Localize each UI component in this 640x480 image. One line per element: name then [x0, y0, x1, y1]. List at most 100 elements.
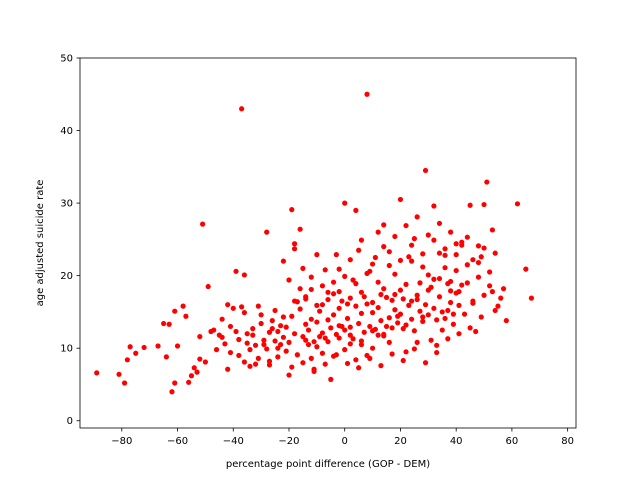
data-point — [300, 265, 306, 271]
data-point — [308, 355, 314, 361]
data-point — [375, 332, 381, 338]
data-point — [325, 289, 331, 295]
data-point — [272, 307, 278, 314]
data-point — [133, 350, 139, 356]
data-point — [420, 318, 426, 324]
data-point — [163, 354, 169, 360]
data-point — [450, 321, 456, 327]
data-point — [275, 328, 281, 335]
data-point — [453, 290, 459, 296]
data-point — [403, 281, 409, 287]
data-point — [314, 344, 320, 350]
data-point — [225, 302, 231, 308]
data-point — [428, 337, 434, 343]
data-point — [409, 298, 415, 304]
data-point — [411, 236, 417, 242]
data-point — [342, 347, 348, 353]
data-point — [397, 257, 404, 264]
data-point — [347, 332, 353, 338]
data-point — [464, 262, 470, 268]
data-point — [381, 286, 387, 292]
data-point — [481, 292, 487, 298]
data-point — [467, 325, 473, 331]
y-axis-label: age adjusted suicide rate — [35, 180, 46, 307]
data-point — [395, 320, 401, 326]
data-point — [414, 292, 420, 298]
data-point — [244, 331, 250, 337]
data-point — [503, 318, 509, 324]
data-point — [191, 365, 197, 371]
data-point — [523, 266, 529, 272]
data-point — [166, 321, 172, 327]
data-point — [322, 361, 328, 367]
data-point — [124, 357, 130, 363]
data-point — [258, 320, 264, 327]
data-point — [353, 303, 359, 309]
data-point — [330, 291, 337, 297]
data-point — [250, 326, 256, 332]
data-point — [514, 201, 521, 207]
data-point — [333, 252, 339, 258]
data-point — [300, 360, 306, 366]
data-point — [289, 207, 295, 213]
data-point — [336, 323, 342, 329]
data-point — [342, 327, 348, 333]
data-point — [489, 227, 495, 233]
data-point — [450, 311, 456, 317]
data-point — [358, 341, 365, 348]
data-point — [350, 336, 356, 342]
data-point — [275, 354, 281, 360]
data-point — [358, 338, 365, 344]
data-point — [481, 245, 487, 251]
data-point — [236, 336, 242, 343]
data-point — [241, 359, 247, 365]
data-point — [255, 355, 261, 361]
data-point — [291, 298, 298, 304]
data-point — [356, 320, 362, 327]
data-point — [230, 305, 236, 311]
data-point — [325, 296, 331, 303]
data-point — [161, 320, 167, 327]
data-point — [414, 214, 420, 220]
data-point — [367, 355, 373, 361]
data-point — [200, 221, 206, 227]
data-point — [453, 252, 459, 258]
data-point — [286, 277, 292, 283]
data-point — [261, 337, 267, 343]
data-point — [264, 229, 270, 235]
data-point — [247, 347, 253, 353]
data-point — [434, 317, 440, 323]
data-point — [389, 325, 395, 331]
data-point — [211, 327, 217, 333]
data-point — [358, 289, 365, 295]
data-point — [478, 314, 484, 320]
data-point — [227, 323, 234, 330]
data-point — [375, 279, 381, 285]
data-point — [344, 315, 351, 322]
data-point — [406, 302, 412, 308]
data-point — [473, 328, 479, 335]
data-point — [303, 321, 309, 327]
data-point — [291, 241, 298, 247]
data-point — [383, 294, 390, 301]
data-point — [414, 296, 420, 303]
data-point — [358, 237, 365, 243]
data-point — [172, 308, 178, 314]
data-point — [467, 202, 473, 208]
data-point — [375, 229, 381, 235]
data-point — [403, 222, 409, 229]
data-point — [294, 352, 300, 358]
data-point — [445, 281, 451, 287]
data-point — [487, 269, 493, 275]
data-point — [431, 203, 437, 209]
data-point — [353, 207, 359, 213]
y-tick-label: 50 — [60, 54, 73, 65]
data-point — [205, 283, 211, 290]
data-point — [336, 305, 342, 311]
data-point — [155, 343, 161, 349]
data-point — [453, 241, 459, 247]
data-point — [361, 329, 367, 335]
data-point — [459, 282, 465, 288]
data-point — [280, 258, 287, 264]
data-point — [339, 298, 345, 304]
